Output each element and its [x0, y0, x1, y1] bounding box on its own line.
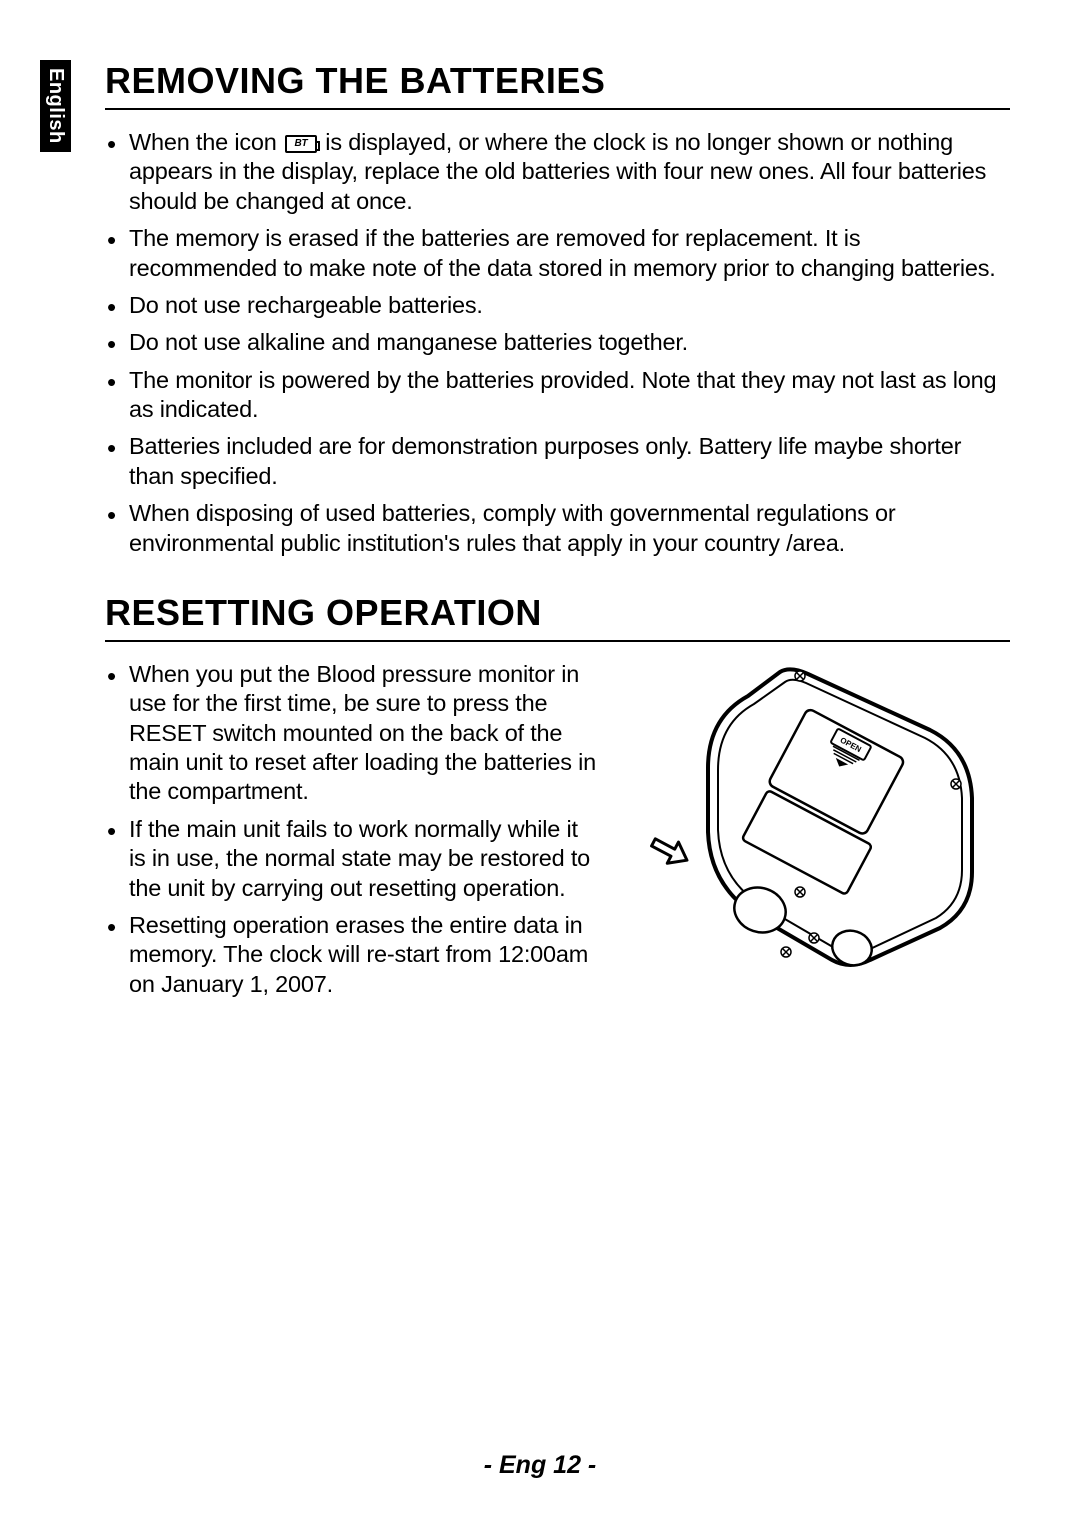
bullet-text-pre: When the icon	[129, 129, 283, 155]
device-illustration-column: OPEN	[630, 660, 1010, 980]
list-item: If the main unit fails to work normally …	[105, 815, 600, 903]
page-content: REMOVING THE BATTERIES When the icon BT …	[105, 60, 1010, 1007]
reset-section-row: When you put the Blood pressure monitor …	[105, 660, 1010, 1007]
list-item: When you put the Blood pressure monitor …	[105, 660, 600, 807]
list-item: Do not use alkaline and manganese batter…	[105, 328, 1010, 357]
language-tab: English	[40, 60, 71, 152]
reset-text-column: When you put the Blood pressure monitor …	[105, 660, 600, 1007]
list-item: Batteries included are for demonstration…	[105, 432, 1010, 491]
list-item: The monitor is powered by the batteries …	[105, 366, 1010, 425]
battery-notes-list: When the icon BT is displayed, or where …	[105, 128, 1010, 558]
section-heading-removing-batteries: REMOVING THE BATTERIES	[105, 60, 1010, 110]
device-back-illustration: OPEN	[640, 660, 1000, 980]
low-battery-icon: BT	[285, 135, 317, 153]
page-number: - Eng 12 -	[0, 1451, 1080, 1480]
list-item: Do not use rechargeable batteries.	[105, 291, 1010, 320]
document-page: English REMOVING THE BATTERIES When the …	[0, 0, 1080, 1535]
list-item: When the icon BT is displayed, or where …	[105, 128, 1010, 216]
section-heading-resetting-operation: RESETTING OPERATION	[105, 592, 1010, 642]
list-item: Resetting operation erases the entire da…	[105, 911, 600, 999]
reset-notes-list: When you put the Blood pressure monitor …	[105, 660, 600, 999]
list-item: When disposing of used batteries, comply…	[105, 499, 1010, 558]
list-item: The memory is erased if the batteries ar…	[105, 224, 1010, 283]
